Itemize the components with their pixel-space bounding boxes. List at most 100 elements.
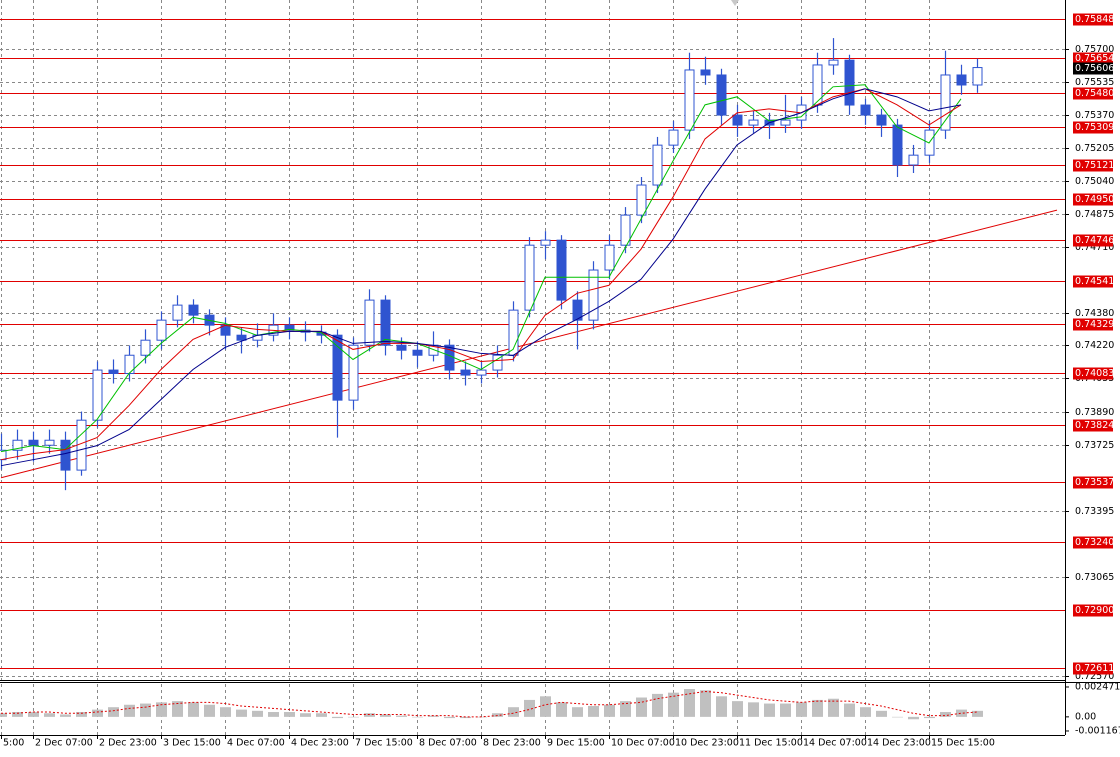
histogram-bar: [268, 712, 279, 717]
candle-body: [172, 304, 183, 321]
level-label-box: [1073, 159, 1113, 172]
candle-body: [572, 299, 583, 321]
level-label-box: [1073, 13, 1113, 26]
histogram-bar: [92, 709, 103, 717]
level-label-box: [1073, 52, 1113, 65]
y-tick-label: 0.73065: [1075, 572, 1114, 583]
candle-body: [156, 319, 167, 341]
candle-body: [492, 354, 503, 371]
y-tick-label: 0.73890: [1075, 407, 1114, 418]
histogram-bar: [0, 713, 7, 717]
histogram-bar: [668, 692, 679, 717]
candle-body: [92, 369, 103, 421]
candle-body: [412, 349, 423, 356]
x-tick-label: 5:00: [3, 738, 24, 749]
x-tick-label: 4 Dec 07:00: [227, 738, 285, 749]
histogram-bar: [780, 703, 791, 717]
candle-body: [524, 244, 535, 311]
x-tick-label: 14 Dec 23:00: [867, 738, 931, 749]
indicator-panel: [0, 689, 983, 720]
x-tick-label: 4 Dec 23:00: [291, 738, 349, 749]
histogram-bar: [556, 702, 567, 717]
histogram-bar: [956, 709, 967, 717]
histogram-bar: [396, 715, 407, 717]
candle-body: [876, 114, 887, 126]
candle-body: [732, 114, 743, 126]
histogram-bar: [428, 715, 439, 717]
level-label-box: [1073, 121, 1113, 134]
histogram-bar: [412, 716, 423, 718]
histogram-bar: [572, 707, 583, 717]
candle-body: [908, 154, 919, 166]
histogram-bar: [700, 690, 711, 717]
level-label: 0.72611: [1075, 663, 1114, 674]
y-tick-label: 0.75040: [1075, 176, 1114, 187]
histogram-bar: [604, 704, 615, 717]
histogram-bar: [300, 713, 311, 717]
histogram-bar: [188, 702, 199, 717]
x-tick-label: 8 Dec 23:00: [483, 738, 541, 749]
level-label: 0.74083: [1075, 368, 1114, 379]
candle-body: [620, 214, 631, 246]
signal-line: [1, 690, 978, 718]
candle-body: [972, 67, 983, 86]
level-label: 0.74746: [1075, 235, 1114, 246]
level-label: 0.74541: [1075, 276, 1114, 287]
level-label-box: [1073, 367, 1113, 380]
histogram-bar: [76, 712, 87, 717]
histogram-bar: [972, 710, 983, 717]
level-label: 0.73240: [1075, 537, 1114, 548]
candle-body: [140, 339, 151, 356]
y-tick-label: 0.73395: [1075, 506, 1114, 517]
candle-body: [236, 334, 247, 341]
level-label: 0.75848: [1075, 14, 1114, 25]
level-label: 0.75121: [1075, 160, 1114, 171]
histogram-bar: [316, 713, 327, 717]
histogram-bar: [828, 698, 839, 717]
x-tick-label: 10 Dec 23:00: [675, 738, 739, 749]
histogram-bar: [172, 701, 183, 717]
histogram-bar: [716, 696, 727, 717]
candle-body: [604, 244, 615, 271]
x-tick-label: 11 Dec 15:00: [739, 738, 803, 749]
level-label-box: [1073, 662, 1113, 675]
histogram-bar: [940, 712, 951, 717]
histogram-bar: [652, 693, 663, 717]
histogram-bar: [60, 714, 71, 717]
indicator-tick-label: -0.001167: [1075, 725, 1120, 736]
histogram-bar: [508, 707, 519, 717]
y-tick-label: 0.74875: [1075, 209, 1114, 220]
candle-body: [668, 129, 679, 146]
price-panel: [0, 19, 1065, 669]
level-label: 0.72900: [1075, 605, 1114, 616]
histogram-bar: [860, 707, 871, 717]
histogram-bar: [796, 702, 807, 717]
level-label-box: [1073, 604, 1113, 617]
candle-body: [124, 354, 135, 374]
histogram-bar: [12, 712, 23, 717]
level-label: 0.75654: [1075, 53, 1114, 64]
level-label-box: [1073, 536, 1113, 549]
candle-body: [828, 59, 839, 66]
y-tick-label: 0.75205: [1075, 143, 1114, 154]
x-tick-label: 15 Dec 15:00: [931, 738, 995, 749]
histogram-bar: [524, 699, 535, 717]
current-price-box: [1073, 62, 1113, 75]
grid-layer: [0, 0, 1065, 735]
histogram-bar: [156, 702, 167, 717]
level-label-box: [1073, 87, 1113, 100]
histogram-bar: [876, 710, 887, 717]
candle-body: [588, 269, 599, 321]
candle-body: [284, 324, 295, 331]
histogram-bar: [332, 716, 343, 719]
level-label: 0.74950: [1075, 194, 1114, 205]
x-tick-label: 8 Dec 07:00: [419, 738, 477, 749]
candle-body: [684, 69, 695, 131]
histogram-bar: [364, 713, 375, 717]
histogram-bar: [204, 704, 215, 717]
level-label-box: [1073, 193, 1113, 206]
x-tick-label: 10 Dec 07:00: [611, 738, 675, 749]
histogram-bar: [892, 716, 903, 718]
histogram-bar: [844, 703, 855, 717]
